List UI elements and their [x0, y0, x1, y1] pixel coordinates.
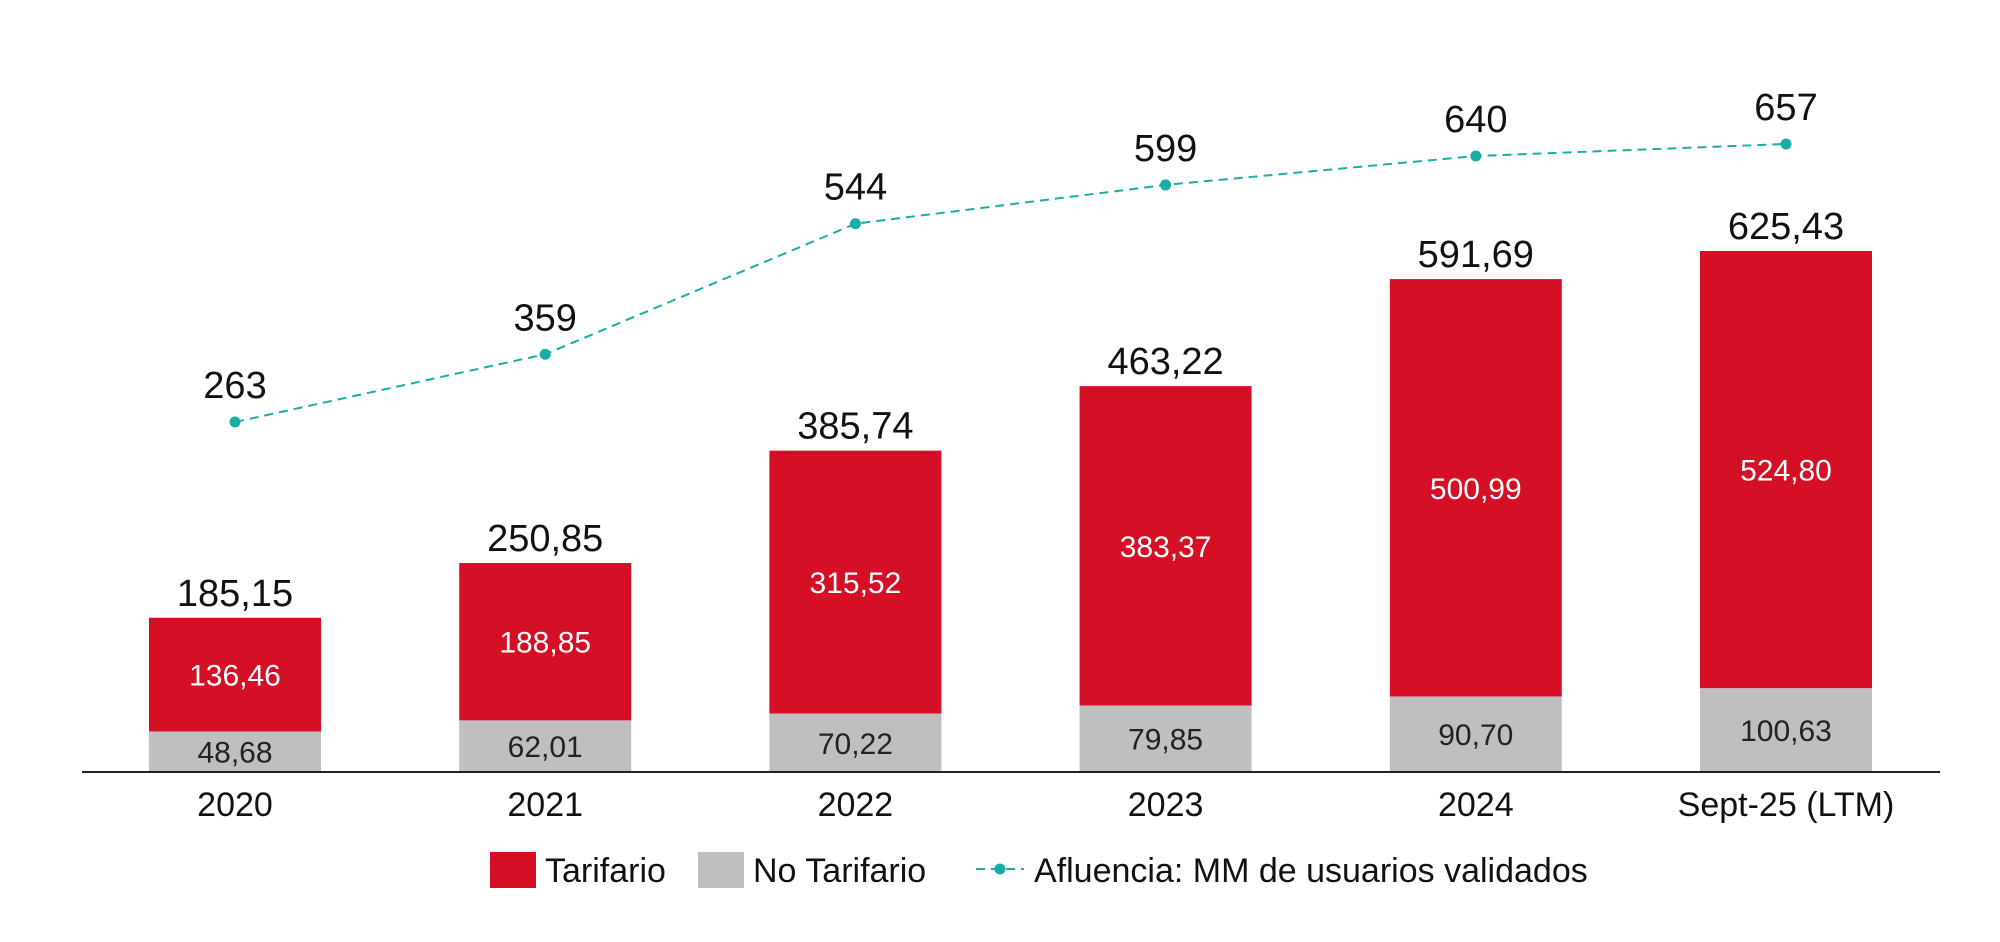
data-label-total: 250,85 [487, 518, 603, 560]
bar-no-tarifario [1389, 696, 1562, 772]
bar-no-tarifario [149, 731, 321, 772]
bar-no-tarifario [1700, 688, 1872, 772]
afluencia-point [1470, 150, 1482, 162]
data-label-tarifario: 500,99 [1430, 473, 1522, 506]
afluencia-point [1160, 179, 1172, 191]
bar-tarifario [149, 617, 321, 732]
bar-tarifario [1389, 279, 1562, 697]
data-label-afluencia: 599 [1134, 128, 1197, 170]
labels-layer: 48,68 136,46 185,15 2020 62,01 188,85 250,85 20… [177, 87, 1894, 824]
data-label-total: 591,69 [1418, 234, 1534, 276]
bar-tarifario [769, 450, 942, 714]
afluencia-point [229, 416, 241, 428]
data-label-afluencia: 544 [824, 167, 887, 209]
x-tick-label: Sept-25 (LTM) [1678, 786, 1895, 824]
x-tick-label: 2022 [818, 786, 894, 824]
line-layer [229, 138, 1792, 428]
legend: Tarifario No Tarifario Afluencia: MM de us… [490, 852, 1588, 890]
bar-tarifario [459, 563, 632, 721]
data-label-no-tarifario: 48,68 [197, 737, 272, 770]
data-label-no-tarifario: 62,01 [508, 731, 583, 764]
data-label-no-tarifario: 100,63 [1740, 715, 1832, 748]
data-label-total: 625,43 [1728, 206, 1844, 248]
bar-tarifario [1700, 251, 1872, 689]
bar-no-tarifario [459, 720, 632, 772]
afluencia-point [1780, 138, 1792, 150]
x-tick-label: 2020 [197, 786, 273, 824]
legend-marker-afluencia [994, 863, 1006, 875]
bar-tarifario [1079, 386, 1252, 706]
legend-label-tarifario: Tarifario [545, 852, 666, 890]
data-label-no-tarifario: 70,22 [818, 728, 893, 761]
data-label-tarifario: 383,37 [1120, 531, 1212, 564]
legend-label-afluencia: Afluencia: MM de usuarios validados [1034, 852, 1588, 890]
data-label-tarifario: 315,52 [810, 567, 902, 600]
legend-label-no-tarifario: No Tarifario [753, 852, 926, 890]
afluencia-point [539, 348, 551, 360]
data-label-tarifario: 136,46 [189, 660, 281, 693]
x-tick-label: 2021 [507, 786, 583, 824]
data-label-afluencia: 640 [1444, 99, 1507, 141]
bar-no-tarifario [769, 713, 942, 772]
data-label-tarifario: 188,85 [499, 627, 591, 660]
data-label-afluencia: 657 [1754, 87, 1817, 129]
legend-swatch-no-tarifario [698, 852, 744, 888]
data-label-total: 185,15 [177, 573, 293, 615]
data-label-total: 385,74 [797, 406, 913, 448]
data-label-no-tarifario: 90,70 [1438, 719, 1513, 752]
data-label-total: 463,22 [1107, 341, 1223, 383]
x-tick-label: 2024 [1438, 786, 1514, 824]
data-label-afluencia: 359 [513, 297, 576, 339]
legend-swatch-tarifario [490, 852, 536, 888]
afluencia-point [849, 218, 861, 230]
data-label-afluencia: 263 [203, 365, 266, 407]
x-tick-label: 2023 [1128, 786, 1204, 824]
data-label-tarifario: 524,80 [1740, 455, 1832, 488]
data-label-no-tarifario: 79,85 [1128, 724, 1203, 757]
afluencia-line [234, 143, 1787, 423]
bar-no-tarifario [1079, 705, 1252, 772]
bars-layer [149, 251, 1872, 772]
